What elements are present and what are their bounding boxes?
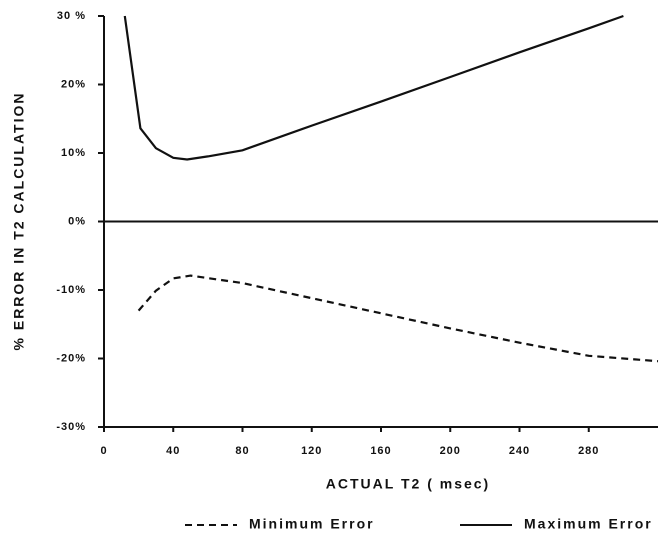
y-tick-label: -10% bbox=[56, 284, 86, 296]
y-tick-label: 10% bbox=[61, 147, 86, 159]
x-tick-label: 280 bbox=[578, 445, 599, 457]
y-axis-label: % ERROR IN T2 CALCULATION bbox=[11, 92, 27, 351]
legend-label: Minimum Error bbox=[249, 516, 375, 532]
series-line bbox=[137, 274, 659, 363]
legend-label: Maximum Error bbox=[524, 516, 653, 532]
x-axis-label: ACTUAL T2 ( msec) bbox=[326, 476, 490, 492]
x-tick-label: 0 bbox=[100, 445, 107, 457]
series-line bbox=[123, 14, 624, 161]
y-tick-label: 0% bbox=[68, 215, 86, 227]
x-tick-label: 160 bbox=[370, 445, 391, 457]
x-tick-label: 240 bbox=[509, 445, 530, 457]
x-tick-label: 200 bbox=[440, 445, 461, 457]
y-tick-label: -20% bbox=[56, 352, 86, 364]
x-tick-label: 120 bbox=[301, 445, 322, 457]
y-tick-label: 20% bbox=[61, 78, 86, 90]
y-tick-label: -30% bbox=[56, 421, 86, 433]
x-tick-label: 40 bbox=[166, 445, 180, 457]
y-tick-label: 30 % bbox=[57, 10, 86, 22]
x-tick-label: 80 bbox=[235, 445, 249, 457]
